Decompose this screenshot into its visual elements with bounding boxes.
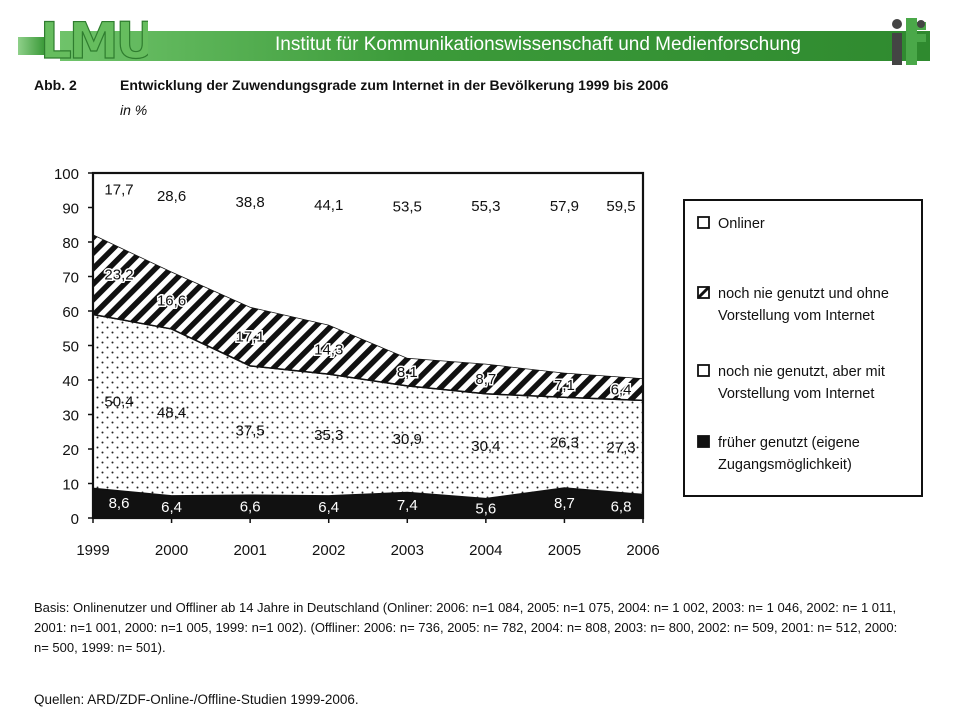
data-label: 23,2 — [104, 266, 133, 283]
data-label: 26,3 — [550, 435, 579, 452]
data-label: 53,5 — [393, 198, 422, 215]
data-label: 6,4 — [161, 499, 182, 516]
legend-swatch-dots — [697, 364, 710, 377]
footnote-basis: Basis: Onlinenutzer und Offliner ab 14 J… — [34, 600, 898, 655]
x-tick-label: 2005 — [548, 542, 581, 559]
data-label: 8,6 — [109, 495, 130, 512]
data-label: 17,1 — [236, 328, 265, 345]
y-tick-label: 50 — [62, 339, 79, 356]
legend-box — [683, 199, 923, 497]
data-label: 8,7 — [554, 495, 575, 512]
data-label: 59,5 — [606, 198, 635, 215]
data-label: 8,7 — [475, 371, 496, 388]
header-bar: Institut für Kommunikationswissenschaft … — [0, 31, 960, 61]
y-tick-label: 60 — [62, 304, 79, 321]
header-bar-stub — [18, 37, 44, 55]
legend-label: Vorstellung vom Internet — [718, 308, 874, 324]
data-label: 57,9 — [550, 198, 579, 215]
y-tick-label: 70 — [62, 270, 79, 287]
lmu-logo-text: LMU — [40, 14, 148, 66]
y-tick-label: 90 — [62, 201, 79, 218]
area-series-3 — [93, 172, 643, 379]
data-label: 38,8 — [236, 194, 265, 211]
data-label: 7,1 — [554, 377, 575, 394]
data-label: 5,6 — [475, 500, 496, 517]
x-tick-label: 2003 — [391, 542, 424, 559]
data-label: 50,4 — [104, 393, 133, 410]
x-tick-label: 2006 — [626, 542, 659, 559]
data-label: 37,5 — [236, 423, 265, 440]
data-label: 30,4 — [471, 438, 500, 455]
data-label: 55,3 — [471, 198, 500, 215]
lmu-logo: LMU — [39, 14, 148, 66]
institute-title: Institut für Kommunikationswissenschaft … — [275, 34, 801, 55]
data-label: 44,1 — [314, 197, 343, 214]
data-label: 35,3 — [314, 427, 343, 444]
data-label: 6,8 — [611, 498, 632, 515]
y-tick-label: 10 — [62, 477, 79, 494]
data-label: 28,6 — [157, 188, 186, 205]
y-tick-label: 30 — [62, 408, 79, 425]
data-label: 6,4 — [611, 381, 632, 398]
figure-title: Entwicklung der Zuwendungsgrade zum Inte… — [120, 77, 669, 93]
header-bar-fill: Institut für Kommunikationswissenschaft … — [60, 31, 930, 61]
data-label: 6,4 — [318, 499, 339, 516]
data-label: 14,3 — [314, 341, 343, 358]
y-tick-label: 100 — [54, 166, 79, 183]
legend-label: Onliner — [718, 216, 765, 232]
legend-swatch-stripe — [696, 285, 711, 300]
figure-subtitle: in % — [120, 102, 148, 118]
y-tick-label: 20 — [62, 442, 79, 459]
legend-label: noch nie genutzt und ohne — [718, 286, 889, 302]
data-label: 27,3 — [606, 439, 635, 456]
legend-swatch-white — [697, 216, 710, 229]
legend-label: Zugangsmöglichkeit) — [718, 457, 852, 473]
legend-label: Vorstellung vom Internet — [718, 386, 874, 402]
legend-label: noch nie genutzt, aber mit — [718, 364, 885, 380]
x-tick-label: 2004 — [469, 542, 502, 559]
figure-label: Abb. 2 — [34, 77, 77, 93]
x-tick-label: 2000 — [155, 542, 188, 559]
y-tick-label: 80 — [62, 235, 79, 252]
sources-note: Quellen: ARD/ZDF-Online-/Offline-Studien… — [34, 692, 359, 707]
data-label: 17,7 — [104, 181, 133, 198]
x-tick-label: 1999 — [76, 542, 109, 559]
data-label: 16,6 — [157, 292, 186, 309]
data-label: 30,9 — [393, 431, 422, 448]
data-label: 7,4 — [397, 497, 418, 514]
x-tick-label: 2001 — [233, 542, 266, 559]
data-label: 8,1 — [397, 364, 418, 381]
data-label: 6,6 — [240, 499, 261, 516]
y-tick-label: 40 — [62, 373, 79, 390]
x-tick-label: 2002 — [312, 542, 345, 559]
y-tick-label: 0 — [71, 511, 79, 528]
legend-label: früher genutzt (eigene — [718, 435, 860, 451]
data-label: 48,4 — [157, 404, 186, 421]
legend-swatch-solid-black — [697, 435, 710, 448]
ifkw-logo — [892, 18, 926, 65]
